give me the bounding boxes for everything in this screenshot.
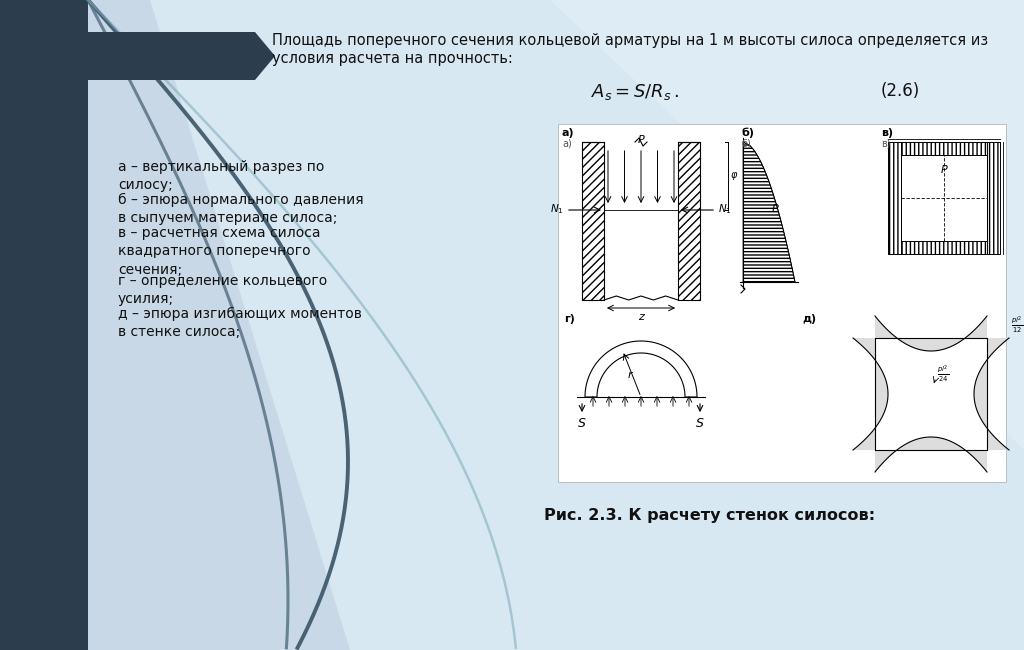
Text: $A_s = S / R_s\,.$: $A_s = S / R_s\,.$ (591, 82, 679, 102)
Text: Площадь поперечного сечения кольцевой арматуры на 1 м высоты силоса определяется: Площадь поперечного сечения кольцевой ар… (272, 33, 988, 48)
Text: P: P (638, 135, 644, 145)
Bar (0, 0, 88, 650)
Text: в): в) (881, 138, 891, 148)
Bar (888, 142, 1000, 155)
Text: S: S (579, 417, 586, 430)
Bar (558, 124, 1006, 482)
Text: б): б) (741, 128, 754, 138)
Text: P: P (941, 165, 947, 175)
Polygon shape (550, 0, 1024, 450)
Text: б): б) (741, 138, 751, 148)
Text: $N_1$: $N_1$ (718, 202, 732, 216)
Text: г): г) (564, 314, 574, 324)
Bar (888, 241, 1000, 254)
Text: P: P (772, 204, 778, 214)
Text: г – определение кольцевого
усилия;: г – определение кольцевого усилия; (118, 274, 328, 306)
Text: б – эпюра нормального давления
в сыпучем материале силоса;: б – эпюра нормального давления в сыпучем… (118, 193, 364, 226)
Text: д – эпюра изгибающих моментов
в стенке силоса;: д – эпюра изгибающих моментов в стенке с… (118, 307, 361, 339)
Bar (678, 142, 700, 300)
Text: z: z (638, 312, 644, 322)
Text: Рис. 2.3. К расчету стенок силосов:: Рис. 2.3. К расчету стенок силосов: (545, 508, 876, 523)
Text: д): д) (802, 314, 816, 324)
Text: $\varphi$: $\varphi$ (730, 170, 738, 182)
Polygon shape (150, 0, 1024, 650)
Text: r: r (628, 370, 633, 380)
Text: а – вертикальный разрез по
силосу;: а – вертикальный разрез по силосу; (118, 160, 325, 192)
Polygon shape (88, 32, 275, 80)
Text: $\frac{pl^2}{24}$: $\frac{pl^2}{24}$ (937, 364, 949, 385)
Text: (2.6): (2.6) (881, 82, 920, 100)
Text: в – расчетная схема силоса
квадратного поперечного
сечения;: в – расчетная схема силоса квадратного п… (118, 226, 321, 277)
Bar (987, 142, 1000, 254)
Text: $\frac{pl^2}{12}$: $\frac{pl^2}{12}$ (1011, 315, 1023, 336)
Text: S: S (696, 417, 703, 430)
Text: а): а) (562, 128, 574, 138)
Bar (582, 142, 604, 300)
Text: в): в) (881, 128, 893, 138)
Polygon shape (743, 142, 795, 282)
Text: условия расчета на прочность:: условия расчета на прочность: (272, 51, 513, 66)
Bar (888, 142, 901, 254)
Polygon shape (585, 341, 697, 397)
Text: $N_1$: $N_1$ (550, 202, 564, 216)
Text: а): а) (562, 138, 571, 148)
